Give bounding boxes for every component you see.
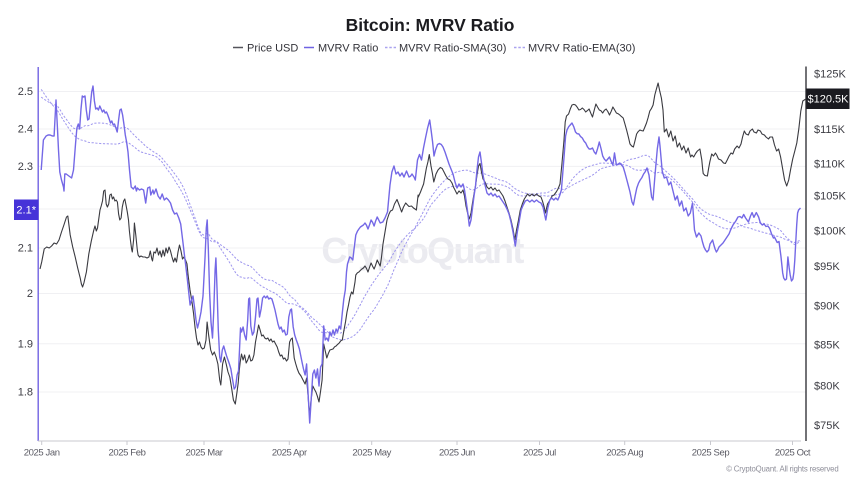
svg-text:$80K: $80K bbox=[814, 381, 840, 393]
svg-text:MVRV Ratio-EMA(30): MVRV Ratio-EMA(30) bbox=[528, 43, 635, 55]
svg-text:2025 Sep: 2025 Sep bbox=[692, 448, 730, 459]
svg-text:1.9: 1.9 bbox=[18, 339, 33, 351]
svg-text:$90K: $90K bbox=[814, 301, 840, 313]
svg-text:2.5: 2.5 bbox=[18, 86, 33, 98]
svg-text:2025 Jul: 2025 Jul bbox=[523, 448, 556, 459]
svg-text:1.8: 1.8 bbox=[18, 387, 33, 399]
svg-text:2025 May: 2025 May bbox=[352, 448, 391, 459]
svg-text:2.4: 2.4 bbox=[18, 124, 33, 136]
svg-text:MVRV Ratio: MVRV Ratio bbox=[318, 43, 378, 55]
svg-text:MVRV Ratio-SMA(30): MVRV Ratio-SMA(30) bbox=[399, 43, 506, 55]
svg-text:2025 Jan: 2025 Jan bbox=[24, 448, 60, 459]
svg-text:$125K: $125K bbox=[814, 69, 846, 81]
svg-text:2025 Oct: 2025 Oct bbox=[775, 448, 811, 459]
svg-text:Bitcoin: MVRV Ratio: Bitcoin: MVRV Ratio bbox=[346, 15, 515, 35]
svg-text:2025 Jun: 2025 Jun bbox=[439, 448, 475, 459]
svg-text:$105K: $105K bbox=[814, 191, 846, 203]
svg-text:$95K: $95K bbox=[814, 261, 840, 273]
svg-text:2: 2 bbox=[27, 288, 33, 300]
svg-text:2.1: 2.1 bbox=[18, 243, 33, 255]
svg-text:© CryptoQuant. All rights rese: © CryptoQuant. All rights reserved bbox=[726, 465, 838, 474]
svg-text:$75K: $75K bbox=[814, 420, 840, 432]
svg-text:$85K: $85K bbox=[814, 340, 840, 352]
svg-text:CryptoQuant: CryptoQuant bbox=[321, 230, 524, 271]
svg-text:$115K: $115K bbox=[814, 124, 846, 136]
svg-text:$110K: $110K bbox=[814, 159, 846, 171]
svg-text:Price USD: Price USD bbox=[247, 43, 298, 55]
svg-text:2025 Feb: 2025 Feb bbox=[109, 448, 146, 459]
svg-text:2025 Mar: 2025 Mar bbox=[186, 448, 223, 459]
svg-text:2025 Aug: 2025 Aug bbox=[606, 448, 643, 459]
svg-text:$100K: $100K bbox=[814, 226, 846, 238]
svg-text:2025 Apr: 2025 Apr bbox=[272, 448, 307, 459]
svg-text:$120.5K: $120.5K bbox=[808, 94, 850, 106]
svg-text:2.3: 2.3 bbox=[18, 161, 33, 173]
svg-text:2.1*: 2.1* bbox=[16, 205, 36, 217]
